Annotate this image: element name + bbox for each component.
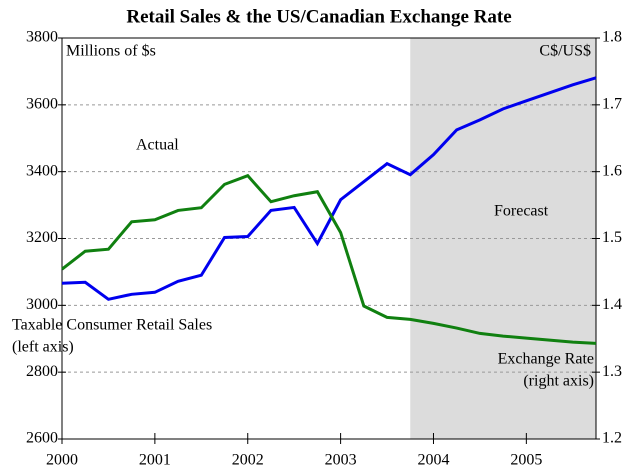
y-tick-label: 3600	[26, 96, 58, 113]
y-axis-label: Millions of $s	[66, 43, 156, 60]
x-tick-label: 2005	[510, 452, 542, 469]
series-label: Taxable Consumer Retail Sales	[12, 317, 212, 334]
y-tick-label: 3800	[26, 29, 58, 46]
plot-frame	[61, 37, 597, 440]
y2-tick-label: 1.3	[602, 363, 622, 380]
series-note: (left axis)	[12, 339, 74, 356]
annotation: Forecast	[494, 203, 549, 220]
series-label: Exchange Rate	[498, 351, 594, 368]
y-tick-label: 3400	[26, 162, 58, 179]
x-tick-label: 2003	[325, 452, 357, 469]
y2-tick-label: 1.4	[602, 296, 622, 313]
x-tick-label: 2002	[232, 452, 264, 469]
chart-title: Retail Sales & the US/Canadian Exchange …	[126, 6, 511, 27]
line-series	[61, 173, 597, 345]
y-tick-label: 2800	[26, 363, 58, 380]
series-note: (right axis)	[523, 373, 594, 390]
line-series	[61, 76, 597, 301]
annotation: Actual	[136, 137, 179, 154]
y-tick-label: 3000	[26, 296, 58, 313]
y2-tick-label: 1.6	[602, 162, 622, 179]
y-tick-label: 3200	[26, 229, 58, 246]
y2-tick-label: 1.8	[602, 29, 622, 46]
y2-tick-label: 1.7	[602, 96, 622, 113]
y2-tick-label: 1.5	[602, 229, 622, 246]
x-tick-label: 2000	[46, 452, 78, 469]
x-tick-label: 2004	[417, 452, 449, 469]
x-tick-label: 2001	[139, 452, 171, 469]
y2-axis-label: C$/US$	[539, 43, 591, 60]
y-tick-label: 2600	[26, 430, 58, 447]
y2-tick-label: 1.2	[602, 430, 622, 447]
